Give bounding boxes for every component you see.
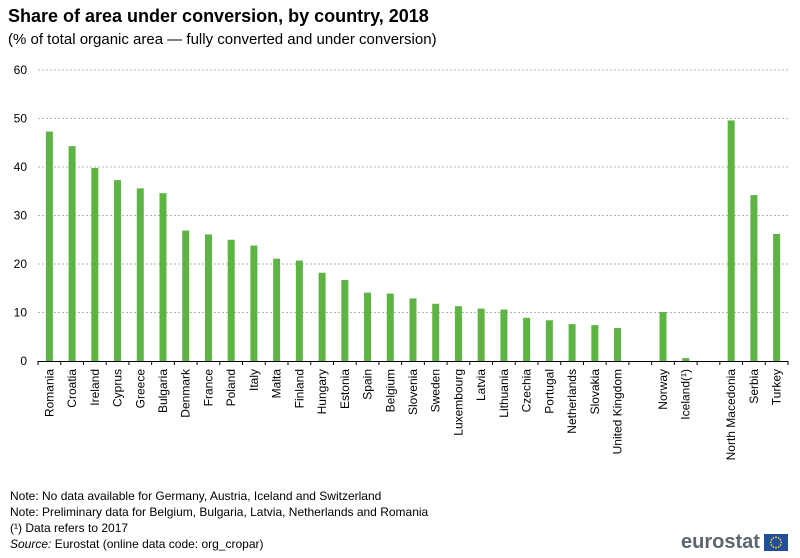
y-tick-label: 60 (14, 63, 28, 77)
eurostat-logo: eurostat (681, 530, 788, 553)
bar (386, 293, 394, 361)
x-tick-label: Finland (292, 369, 306, 408)
bar (341, 280, 349, 361)
x-axis-tick-marks (37, 361, 789, 365)
bar (68, 146, 76, 361)
flag-star (775, 535, 777, 538)
note-no-data: Note: No data available for Germany, Aus… (10, 489, 382, 503)
x-tick-label: Lithuania (497, 369, 511, 418)
bar (682, 358, 690, 361)
flag-star (780, 541, 783, 543)
x-tick-label: Czechia (520, 369, 534, 413)
bar (591, 325, 599, 361)
bar (273, 258, 281, 361)
bar (318, 272, 326, 361)
x-tick-label: France (201, 369, 215, 407)
x-tick-label: Denmark (179, 368, 193, 418)
x-tick-label: Norway (656, 369, 670, 410)
x-tick-label: Portugal (542, 369, 556, 414)
x-tick-label: United Kingdom (611, 369, 625, 454)
x-tick-label: Serbia (747, 369, 761, 404)
y-tick-label: 0 (20, 354, 27, 368)
source-label: Source: (10, 537, 52, 551)
x-tick-label: Belgium (383, 369, 397, 412)
x-tick-label: Slovakia (588, 369, 602, 415)
flag-star (775, 546, 777, 549)
x-tick-label: Turkey (770, 369, 784, 405)
x-tick-label: Sweden (429, 369, 443, 412)
bars (45, 120, 781, 361)
bar (454, 306, 462, 361)
x-tick-label: Netherlands (565, 369, 579, 434)
x-tick-label: Slovenia (406, 369, 420, 415)
eurostat-wordmark: eurostat (681, 530, 760, 553)
bar (136, 188, 144, 361)
bar (659, 312, 667, 361)
bar (114, 180, 122, 361)
bar (409, 298, 417, 361)
x-tick-label: Estonia (338, 369, 352, 409)
bar (364, 292, 372, 361)
bar (204, 234, 212, 361)
flag-star (770, 543, 773, 546)
x-tick-label: Luxembourg (451, 369, 465, 436)
y-axis-tick-labels: 0 10 20 30 40 50 60 (14, 63, 28, 368)
x-tick-label: Bulgaria (156, 369, 170, 413)
chart-subtitle: (% of total organic area — fully convert… (8, 31, 437, 48)
bar (91, 167, 99, 361)
y-tick-label: 10 (14, 306, 28, 320)
y-tick-label: 20 (14, 257, 28, 271)
y-tick-label: 40 (14, 160, 28, 174)
bar (500, 309, 508, 361)
x-tick-label: Malta (270, 369, 284, 399)
x-tick-label: Cyprus (111, 369, 125, 407)
bar (45, 131, 53, 361)
bar (523, 317, 531, 361)
flag-star (779, 538, 782, 541)
x-tick-label: Spain (361, 369, 375, 400)
flag-star (772, 536, 775, 539)
source-line: Source: Eurostat (online data code: org_… (10, 536, 428, 552)
bar (295, 260, 303, 361)
bar (432, 303, 440, 361)
x-axis-tick-labels: Romania Croatia Ireland Cyprus Greece Bulgari… (42, 368, 783, 460)
source-text: Eurostat (online data code: org_cropar) (51, 537, 264, 551)
bar (568, 324, 576, 361)
flag-star (769, 541, 772, 543)
flag-star (777, 545, 780, 548)
y-tick-label: 30 (14, 209, 28, 223)
flag-star (779, 543, 782, 546)
x-tick-label: Ireland (88, 369, 102, 406)
footnotes: Note: No data available for Germany, Aus… (10, 488, 428, 552)
x-tick-label: Latvia (474, 369, 488, 401)
x-tick-label: Romania (42, 369, 56, 417)
bar (182, 230, 190, 361)
bar (750, 195, 758, 361)
x-tick-label: North Macedonia (724, 369, 738, 461)
x-tick-label: Croatia (65, 369, 79, 408)
chart-title: Share of area under conversion, by count… (8, 6, 429, 26)
bar-chart: 0 10 20 30 40 50 60 Romania Croatia Ireland Cypru… (14, 63, 789, 460)
bar (227, 239, 235, 361)
bar (545, 320, 553, 361)
bar (159, 193, 167, 361)
note-reference-year: (¹) Data refers to 2017 (10, 521, 129, 535)
x-tick-label: Italy (247, 369, 261, 391)
bar (727, 120, 735, 361)
note-preliminary: Note: Preliminary data for Belgium, Bulg… (10, 505, 429, 519)
y-tick-label: 50 (14, 112, 28, 126)
flag-star (777, 536, 780, 539)
bar (773, 233, 781, 361)
eu-flag-icon (763, 533, 788, 551)
x-tick-label: Hungary (315, 369, 329, 414)
bar (614, 328, 622, 361)
flag-star (772, 545, 775, 548)
x-tick-label: Iceland(¹) (679, 369, 693, 420)
bar (477, 308, 485, 361)
x-tick-label: Poland (224, 369, 238, 406)
x-tick-label: Greece (133, 369, 147, 409)
gridlines (38, 69, 788, 313)
bar (250, 245, 258, 361)
flag-star (770, 538, 773, 541)
